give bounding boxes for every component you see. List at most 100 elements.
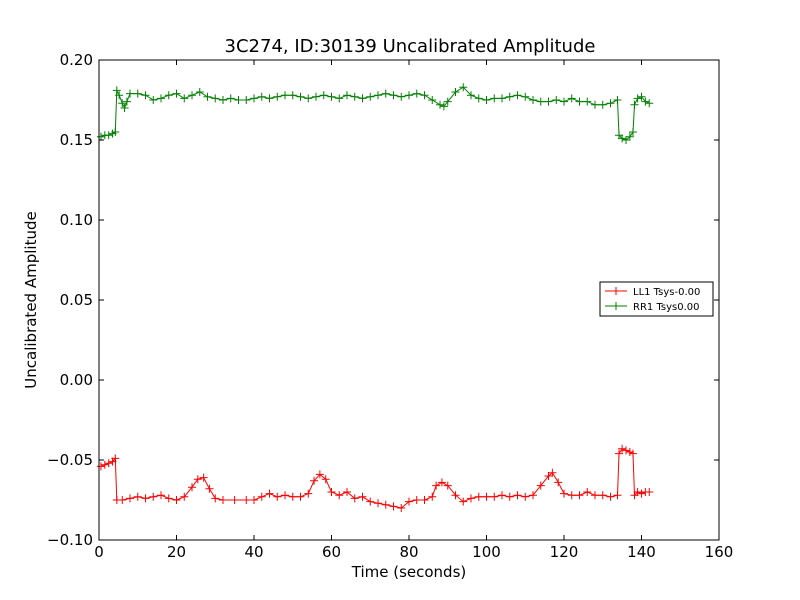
- x-tick-label: 140: [627, 543, 656, 561]
- data-point: [513, 491, 522, 500]
- data-point: [327, 92, 336, 101]
- y-tick-label: −0.10: [47, 531, 93, 549]
- data-point: [188, 91, 196, 100]
- data-point: [335, 94, 344, 103]
- x-axis-label: Time (seconds): [351, 563, 467, 581]
- x-tick-label: 100: [472, 543, 501, 561]
- y-tick-label: 0.00: [60, 371, 93, 389]
- data-point: [451, 491, 460, 500]
- axes-frame: [98, 59, 720, 541]
- series-line: [100, 448, 650, 509]
- data-point: [304, 489, 313, 498]
- data-point: [343, 91, 351, 100]
- x-tick-label: 160: [705, 543, 734, 561]
- data-point: [591, 100, 599, 109]
- data-point: [436, 100, 444, 109]
- data-point: [203, 92, 212, 101]
- data-point: [389, 91, 398, 100]
- data-point: [96, 132, 105, 141]
- data-point: [199, 473, 208, 482]
- data-point: [172, 496, 181, 504]
- data-point: [180, 492, 189, 501]
- data-point: [622, 136, 630, 144]
- data-point: [180, 94, 189, 103]
- legend: LL1 Tsys-0.00 RR1 Tsys0.00: [599, 281, 714, 317]
- data-point: [281, 91, 289, 100]
- data-point: [118, 496, 127, 504]
- data-point: [265, 94, 274, 103]
- plot-area: [96, 83, 654, 512]
- data-point: [366, 92, 375, 101]
- data-point: [575, 97, 584, 106]
- data-point: [583, 488, 592, 496]
- data-point: [432, 481, 441, 490]
- data-point: [374, 91, 382, 100]
- data-point: [490, 492, 499, 501]
- data-point: [575, 491, 584, 500]
- data-point: [288, 91, 297, 100]
- data-point: [358, 492, 367, 501]
- x-tick-label: 20: [167, 543, 186, 561]
- data-point: [188, 483, 196, 492]
- data-point: [615, 449, 624, 458]
- data-point: [118, 99, 127, 108]
- data-point: [157, 491, 165, 500]
- legend-marker: [612, 287, 620, 295]
- data-point: [451, 88, 460, 96]
- data-point: [193, 475, 202, 484]
- data-point: [358, 94, 367, 103]
- data-point: [505, 492, 514, 501]
- y-tick-label: 0.20: [60, 51, 93, 69]
- data-point: [327, 488, 336, 496]
- data-point: [583, 97, 592, 106]
- x-tick-label: 80: [399, 543, 418, 561]
- data-point: [529, 491, 537, 500]
- data-point: [133, 492, 142, 501]
- data-point: [641, 97, 650, 106]
- data-point: [536, 481, 545, 490]
- data-point: [482, 96, 491, 104]
- data-point: [205, 484, 214, 493]
- legend-label: RR1 Tsys0.00: [633, 302, 700, 313]
- data-point: [164, 91, 173, 100]
- x-tick-label: 40: [244, 543, 263, 561]
- data-point: [126, 494, 134, 503]
- y-tick-label: −0.05: [47, 451, 93, 469]
- data-point: [257, 492, 266, 501]
- data-point: [598, 100, 607, 109]
- data-point: [405, 91, 413, 100]
- data-point: [628, 128, 637, 136]
- data-point: [164, 494, 173, 503]
- data-point: [111, 454, 120, 463]
- series-0: [96, 444, 654, 512]
- data-point: [104, 459, 113, 468]
- data-point: [622, 446, 630, 455]
- data-point: [613, 491, 622, 500]
- data-point: [389, 502, 398, 511]
- data-point: [288, 492, 297, 501]
- data-point: [625, 132, 634, 141]
- data-point: [633, 488, 642, 496]
- data-point: [265, 489, 274, 498]
- y-axis-label: Uncalibrated Amplitude: [22, 211, 40, 388]
- data-point: [273, 492, 282, 501]
- data-point: [304, 94, 313, 103]
- data-point: [343, 488, 351, 496]
- data-point: [560, 489, 568, 498]
- data-point: [296, 92, 305, 101]
- data-point: [630, 100, 639, 109]
- data-point: [513, 91, 522, 100]
- data-point: [459, 83, 468, 92]
- data-point: [606, 492, 615, 501]
- data-point: [335, 491, 344, 500]
- y-tick-label: 0.10: [60, 211, 93, 229]
- data-point: [613, 96, 622, 104]
- data-point: [628, 449, 637, 458]
- data-point: [273, 92, 282, 101]
- data-point: [397, 504, 406, 512]
- data-point: [211, 494, 220, 503]
- data-point: [467, 91, 475, 100]
- data-point: [230, 496, 239, 504]
- data-point: [554, 478, 563, 487]
